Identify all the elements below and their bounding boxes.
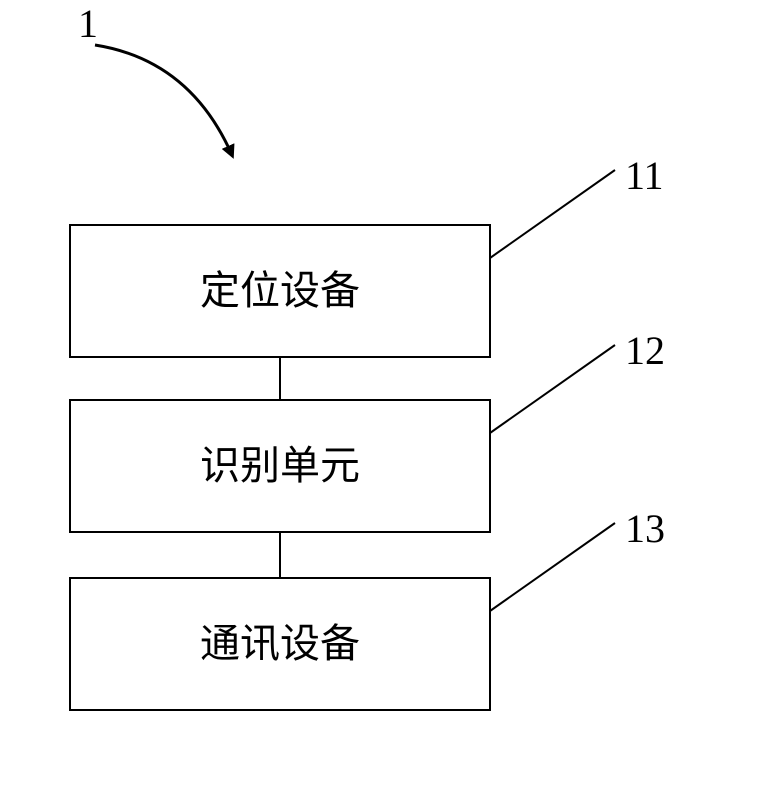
box-3-leader bbox=[490, 523, 615, 611]
box-2-refnum: 12 bbox=[625, 328, 665, 373]
box-3-label: 通讯设备 bbox=[200, 621, 360, 666]
box-1-label: 定位设备 bbox=[200, 268, 360, 313]
box-1-leader bbox=[490, 170, 615, 258]
reference-arrow: 1 bbox=[78, 1, 232, 155]
box-1: 定位设备 11 bbox=[70, 153, 664, 357]
box-3: 通讯设备 13 bbox=[70, 506, 665, 710]
box-3-refnum: 13 bbox=[625, 506, 665, 551]
box-1-refnum: 11 bbox=[625, 153, 664, 198]
box-2: 识别单元 12 bbox=[70, 328, 665, 532]
box-2-label: 识别单元 bbox=[200, 443, 360, 488]
box-2-leader bbox=[490, 345, 615, 433]
reference-number-1: 1 bbox=[78, 1, 98, 46]
